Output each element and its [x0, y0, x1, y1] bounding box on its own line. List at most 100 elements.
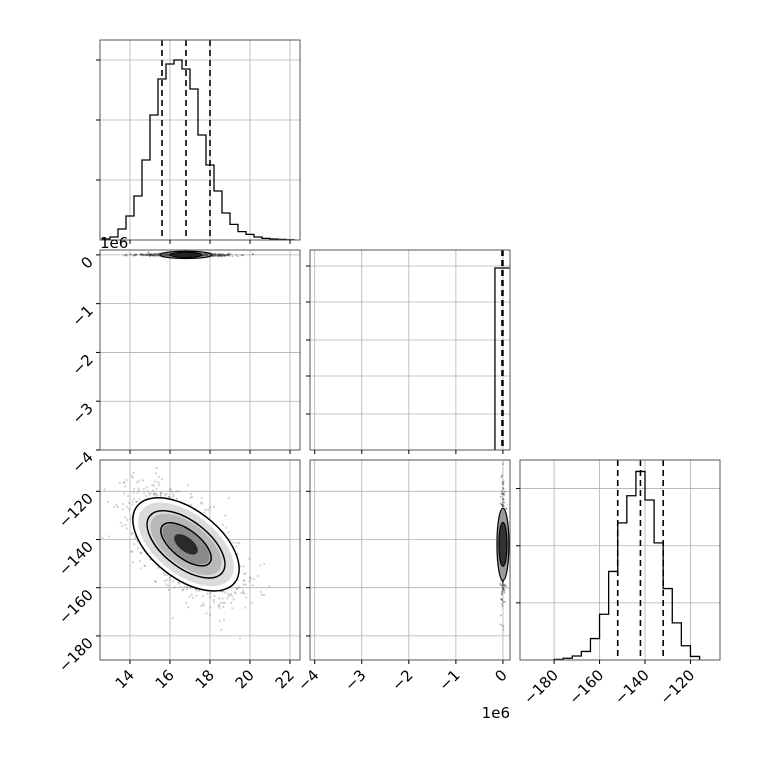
s21-point — [144, 253, 147, 256]
s31-point — [260, 593, 263, 596]
s31-ytick-label: −120 — [55, 489, 97, 531]
s31-point — [204, 508, 207, 511]
s21-point — [217, 255, 220, 258]
s21-point — [231, 255, 234, 258]
s31-point — [183, 585, 186, 588]
s32-xtick-label: 0 — [491, 666, 510, 685]
s31-point — [209, 592, 212, 595]
s31-point — [231, 607, 234, 610]
s31-xtick-label: 16 — [152, 666, 178, 692]
s21-point — [143, 253, 146, 256]
s31-point — [159, 495, 162, 498]
hist2-step — [494, 267, 510, 450]
s31-point — [256, 574, 260, 578]
s21-point — [218, 253, 221, 256]
s31-point — [242, 589, 245, 592]
s31-point — [133, 542, 136, 546]
s31-point — [222, 605, 225, 609]
s31-xtick-label: 22 — [272, 666, 298, 692]
s32-point — [505, 447, 507, 449]
s31-point — [252, 577, 256, 581]
s31-point — [195, 589, 198, 592]
s32-point — [503, 600, 506, 603]
s31-point — [235, 545, 238, 548]
s31-point — [166, 584, 170, 587]
s21-point — [145, 254, 148, 257]
s21-point — [242, 253, 245, 256]
s31-point — [124, 485, 127, 488]
s32-point — [502, 583, 505, 586]
s21-point — [235, 253, 238, 256]
hist3-xtick-label: −180 — [520, 666, 562, 708]
s31-point — [199, 501, 203, 504]
s31-point — [220, 628, 223, 631]
s31-point — [152, 493, 155, 496]
s31-point — [154, 480, 157, 483]
s31-point — [132, 471, 135, 475]
s31-point — [245, 596, 248, 599]
s32-point — [504, 584, 507, 587]
s31-point — [131, 561, 135, 564]
s21-point — [124, 253, 127, 256]
s21-point — [222, 254, 225, 257]
s31-point — [155, 487, 158, 490]
s32-point — [500, 593, 503, 596]
s32-point — [501, 580, 504, 583]
s21-point — [227, 253, 230, 256]
s31-point — [195, 594, 198, 597]
s32-point — [503, 591, 506, 594]
s21-point — [223, 254, 226, 257]
s31-point — [145, 486, 148, 489]
s31-point — [152, 484, 156, 488]
s32-point — [499, 623, 502, 626]
s31-point — [125, 478, 128, 482]
s31-point — [200, 604, 203, 608]
s32-point — [502, 625, 505, 628]
s31-point — [124, 516, 127, 519]
s31-point — [137, 547, 140, 550]
s31-point — [218, 606, 221, 609]
s21-point — [224, 254, 227, 257]
s32-point — [500, 598, 503, 601]
s31-point — [136, 540, 139, 543]
s31-point — [154, 491, 157, 495]
s32-point — [501, 591, 504, 594]
s31-point — [152, 492, 156, 496]
s31-point — [160, 492, 163, 495]
s32-point — [502, 588, 505, 591]
s21-frame — [99, 249, 301, 451]
s31-point — [244, 572, 247, 575]
s32-point — [502, 628, 505, 631]
s31-xtick-label: 18 — [192, 666, 218, 692]
s32-point — [500, 490, 503, 493]
s21-ytick-label: −1 — [68, 302, 96, 330]
s31-point — [171, 580, 174, 583]
s31-point — [107, 535, 111, 538]
s31-point — [172, 493, 175, 496]
s31-point — [221, 523, 225, 526]
s31-point — [163, 574, 167, 577]
s21-point — [149, 254, 152, 257]
s21-point — [220, 254, 223, 257]
s31-point — [202, 602, 205, 605]
s32-point — [501, 605, 504, 608]
s21-ytick-label: −2 — [68, 351, 96, 379]
s32-point — [501, 504, 504, 507]
s21-point — [135, 253, 138, 256]
s31-point — [226, 597, 229, 600]
s31-point — [208, 613, 212, 616]
s21-point — [219, 254, 222, 257]
s21-point — [227, 253, 230, 256]
s31-point — [148, 493, 151, 496]
s31-point — [213, 505, 216, 508]
s32-point — [504, 507, 507, 510]
s31-point — [242, 579, 245, 582]
scatter-param3-vs-param2 — [310, 447, 510, 660]
s21-point — [135, 253, 138, 256]
s21-point — [146, 254, 149, 257]
s21-point — [241, 254, 244, 257]
s32-point — [502, 587, 505, 590]
s21-point — [252, 253, 255, 256]
s32-point — [503, 584, 506, 587]
s21-point — [139, 253, 142, 256]
